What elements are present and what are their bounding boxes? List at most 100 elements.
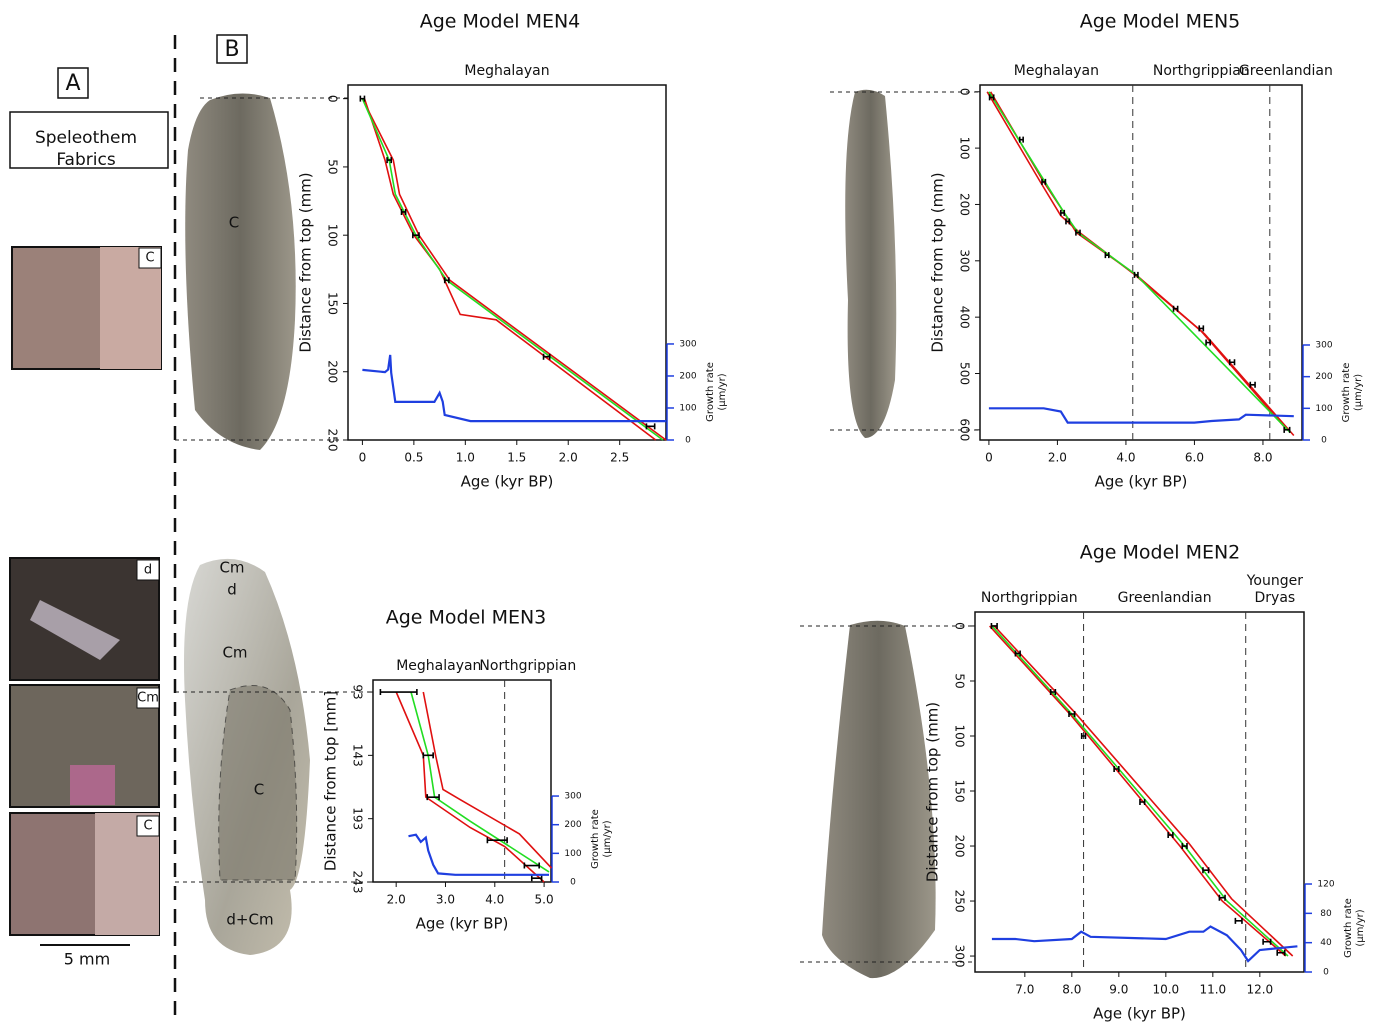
y2-tick-label: 120 [1317,880,1334,890]
age-model-line [987,92,1287,430]
x-tick-label: 8.0 [1062,983,1081,997]
speleothem-photo [185,93,295,450]
x-axis-label: Age (kyr BP) [416,915,509,933]
age-model-line [991,92,1294,436]
y2-tick-label: 200 [1315,372,1332,382]
x-tick-label: 9.0 [1109,983,1128,997]
x-tick-label: 6.0 [1185,451,1204,465]
y2-tick-label: 300 [564,792,581,802]
y-tick-label: 193 [351,807,365,830]
fabric-label: Cm [219,559,244,577]
period-label: Northgrippian [981,590,1078,606]
age-model-line [362,99,663,440]
y-tick-label: 100 [958,137,972,160]
period-label: Greenlandian [1118,590,1212,606]
dated-sample [445,277,449,283]
period-label: Meghalayan [464,63,549,79]
x-axis-label: Age (kyr BP) [1093,1005,1186,1023]
y-tick-label: 100 [326,224,340,247]
y-tick-label: 150 [326,292,340,315]
x-tick-label: 7.0 [1015,983,1034,997]
period-label: Meghalayan [396,658,481,674]
fabric-label: C [254,781,264,799]
y-tick-label: 0 [953,622,967,630]
y2-tick-label: 40 [1320,938,1332,948]
micrograph-label: d [144,563,152,578]
y2-axis-label: (µm/yr) [717,373,728,410]
x-tick-label: 2.0 [387,893,406,907]
y-tick-label: 100 [953,725,967,748]
chart-title: Age Model MEN5 [1080,11,1241,33]
y2-tick-label: 100 [564,849,581,859]
x-tick-label: 2.5 [610,451,629,465]
x-tick-label: 2.0 [559,451,578,465]
period-label: Greenlandian [1239,63,1333,79]
period-label: Dryas [1255,590,1296,606]
micrograph-label: C [143,819,152,834]
period-label: Northgrippian [1153,63,1250,79]
y-tick-label: 600 [958,418,972,441]
x-tick-label: 0.5 [404,451,423,465]
chart-title: Age Model MEN2 [1080,542,1241,564]
chart-title: Age Model MEN3 [386,607,547,629]
y-tick-label: 243 [351,871,365,894]
y-tick-label: 200 [953,835,967,858]
x-axis-label: Age (kyr BP) [1095,473,1188,491]
y-axis-label: Distance from top [mm] [322,691,340,871]
age-model-line [365,99,656,440]
dated-sample [1020,137,1023,143]
y-tick-label: 300 [958,249,972,272]
growth-rate-line [409,835,550,875]
x-tick-label: 10.0 [1152,983,1179,997]
x-tick-label: 4.0 [1116,451,1135,465]
y-tick-label: 0 [958,88,972,96]
x-tick-label: 4.0 [485,893,504,907]
period-label: Younger [1246,573,1304,589]
x-tick-label: 12.0 [1246,983,1273,997]
x-tick-label: 8.0 [1253,451,1272,465]
y2-tick-label: 0 [1323,968,1329,978]
y2-tick-label: 100 [1315,404,1332,414]
y2-tick-label: 300 [679,339,696,349]
growth-rate-line [989,408,1294,422]
micrograph-label: Cm [137,691,159,706]
y-tick-label: 50 [953,673,967,688]
y-tick-label: 500 [958,362,972,385]
scale-bar-label: 5 mm [64,950,110,969]
x-tick-label: 2.0 [1048,451,1067,465]
fabric-label: Cm [222,644,247,662]
age-model-line [362,99,666,440]
age-model-chart: Age Model MEN27.08.09.010.011.012.005010… [924,542,1367,1023]
age-model-line [992,626,1288,956]
y2-axis-label: Growth rate [1341,363,1352,423]
period-label: Northgrippian [479,658,576,674]
y2-tick-label: 100 [679,403,696,413]
y-tick-label: 300 [953,945,967,968]
y2-tick-label: 200 [564,820,581,830]
micrograph-label: C [145,251,154,266]
dated-sample [1168,832,1173,838]
y2-axis-label: Growth rate [590,809,601,869]
y2-tick-label: 200 [679,371,696,381]
x-tick-label: 1.0 [456,451,475,465]
speleothem-photo [822,621,936,978]
y-tick-label: 200 [326,360,340,383]
y-tick-label: 250 [953,890,967,913]
panel-label: A [65,71,80,96]
y2-axis-label: (µm/yr) [602,820,613,857]
y2-tick-label: 0 [570,878,576,888]
y2-tick-label: 0 [1321,436,1327,446]
dated-sample [1182,843,1187,849]
age-model-line [411,692,549,872]
fabric-label: d [227,581,237,599]
y-tick-label: 50 [326,159,340,174]
figure: A B SpeleothemFabrics 5 mm CdCmCCCmdCmCd… [0,0,1381,1026]
y-axis-label: Distance from top (mm) [924,702,942,882]
y2-tick-label: 80 [1320,909,1332,919]
y2-axis-label: (µm/yr) [1353,374,1364,411]
y2-axis-label: Growth rate [705,362,716,422]
speleothem-photo [845,90,896,438]
plot-frame [373,680,551,882]
